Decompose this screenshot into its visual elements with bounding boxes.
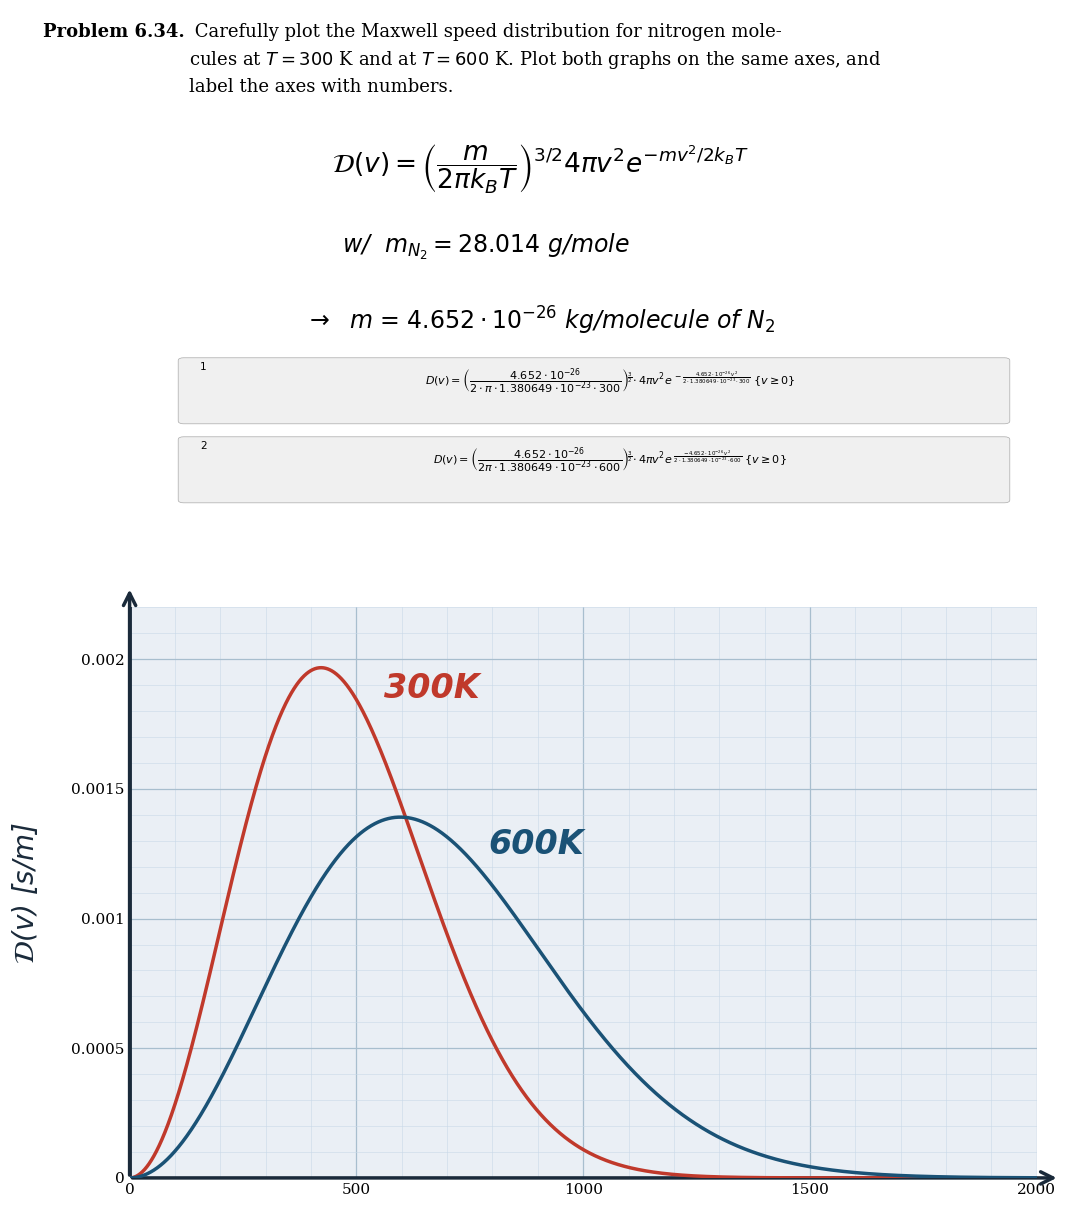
- Text: w/  $m_{N_2} = 28.014$ g/mole: w/ $m_{N_2} = 28.014$ g/mole: [342, 232, 630, 263]
- Text: Carefully plot the Maxwell speed distribution for nitrogen mole-
cules at $T = 3: Carefully plot the Maxwell speed distrib…: [189, 23, 881, 96]
- Text: $\mathcal{D}(v) = \left(\dfrac{m}{2\pi k_BT}\right)^{3/2}4\pi v^2 e^{-mv^2/2k_BT: $\mathcal{D}(v) = \left(\dfrac{m}{2\pi k…: [332, 141, 748, 195]
- Text: 300K: 300K: [383, 672, 480, 706]
- Text: 1: 1: [200, 362, 206, 372]
- Text: $\rightarrow$  m = $4.652 \cdot 10^{-26}$ kg/molecule of N$_2$: $\rightarrow$ m = $4.652 \cdot 10^{-26}$…: [305, 306, 775, 337]
- FancyBboxPatch shape: [178, 358, 1010, 423]
- Text: $D(v) = \left(\dfrac{4.652 \cdot 10^{-26}}{2 \cdot \pi \cdot 1.380649 \cdot 10^{: $D(v) = \left(\dfrac{4.652 \cdot 10^{-26…: [426, 366, 795, 396]
- Text: $\mathcal{D}$(v) [s/m]: $\mathcal{D}$(v) [s/m]: [11, 822, 40, 963]
- FancyBboxPatch shape: [178, 437, 1010, 503]
- Text: Problem 6.34.: Problem 6.34.: [43, 23, 185, 40]
- Text: $D(v) = \left(\dfrac{4.652 \cdot 10^{-26}}{2\pi \cdot 1.380649 \cdot 10^{-23} \c: $D(v) = \left(\dfrac{4.652 \cdot 10^{-26…: [433, 445, 787, 475]
- Text: 600K: 600K: [488, 828, 583, 861]
- Text: 2: 2: [200, 440, 206, 450]
